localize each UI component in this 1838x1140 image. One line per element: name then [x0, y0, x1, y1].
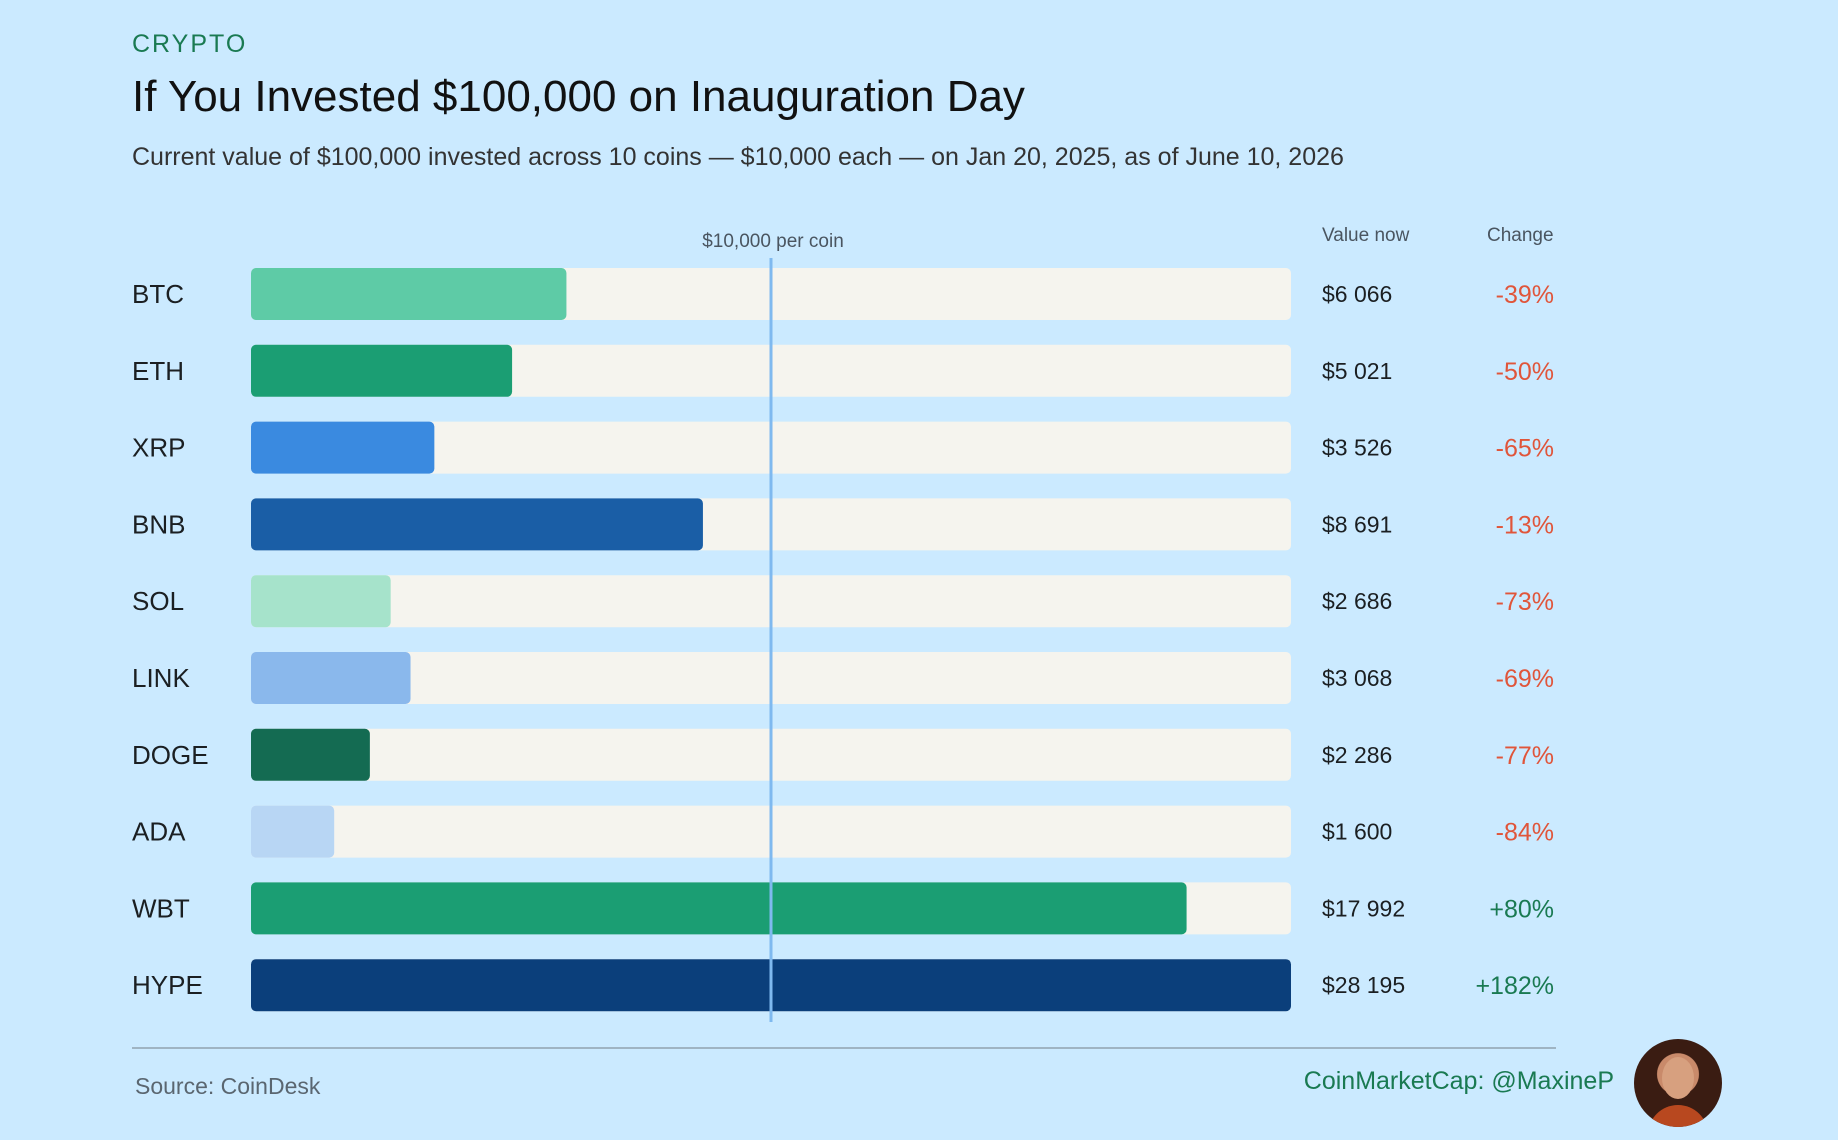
change-label: +182% — [1475, 972, 1554, 1000]
change-label: -84% — [1496, 819, 1554, 847]
bar — [251, 268, 567, 320]
category-label: ADA — [132, 817, 186, 847]
change-label: -69% — [1496, 665, 1554, 693]
author-avatar — [1634, 1039, 1722, 1127]
bar — [251, 805, 335, 858]
category-label: XRP — [132, 433, 185, 463]
category-label: BTC — [132, 279, 184, 309]
change-column-header: Change — [1487, 225, 1554, 246]
value-label: $1 600 — [1322, 819, 1392, 845]
chart-title: If You Invested $100,000 on Inauguration… — [132, 72, 1025, 121]
value-label: $3 068 — [1322, 665, 1392, 691]
section-kicker: CRYPTO — [132, 30, 248, 58]
category-label: HYPE — [132, 970, 203, 1000]
value-label: $17 992 — [1322, 895, 1405, 921]
change-label: -77% — [1496, 742, 1554, 770]
change-label: -13% — [1496, 511, 1554, 539]
value-label: $5 021 — [1322, 358, 1392, 384]
category-label: DOGE — [132, 740, 209, 770]
value-label: $2 286 — [1322, 742, 1392, 768]
value-label: $3 526 — [1322, 435, 1392, 461]
value-label: $2 686 — [1322, 588, 1392, 614]
change-label: -39% — [1496, 281, 1554, 309]
author-credit: CoinMarketCap: @MaxineP — [1303, 1067, 1614, 1095]
category-label: BNB — [132, 509, 185, 539]
bar — [251, 498, 703, 551]
change-label: -50% — [1496, 358, 1554, 386]
change-label: -73% — [1496, 588, 1554, 616]
bar — [251, 882, 1187, 935]
footer-divider — [132, 1047, 1556, 1049]
chart-subtitle: Current value of $100,000 invested acros… — [132, 143, 1344, 171]
category-label: SOL — [132, 586, 184, 616]
bar — [251, 344, 513, 397]
bar — [251, 728, 370, 781]
bar — [251, 575, 391, 628]
bar — [251, 652, 411, 704]
reference-line-label: $10,000 per coin — [702, 231, 844, 252]
value-label: $8 691 — [1322, 511, 1392, 537]
source-note: Source: CoinDesk — [135, 1073, 321, 1099]
category-label: WBT — [132, 893, 190, 923]
value-label: $28 195 — [1322, 972, 1405, 998]
value-label: $6 066 — [1322, 281, 1392, 307]
category-label: LINK — [132, 663, 190, 693]
bar — [251, 421, 435, 474]
change-label: +80% — [1489, 895, 1554, 923]
value-column-header: Value now — [1322, 225, 1410, 246]
change-label: -65% — [1496, 435, 1554, 463]
category-label: ETH — [132, 356, 184, 386]
